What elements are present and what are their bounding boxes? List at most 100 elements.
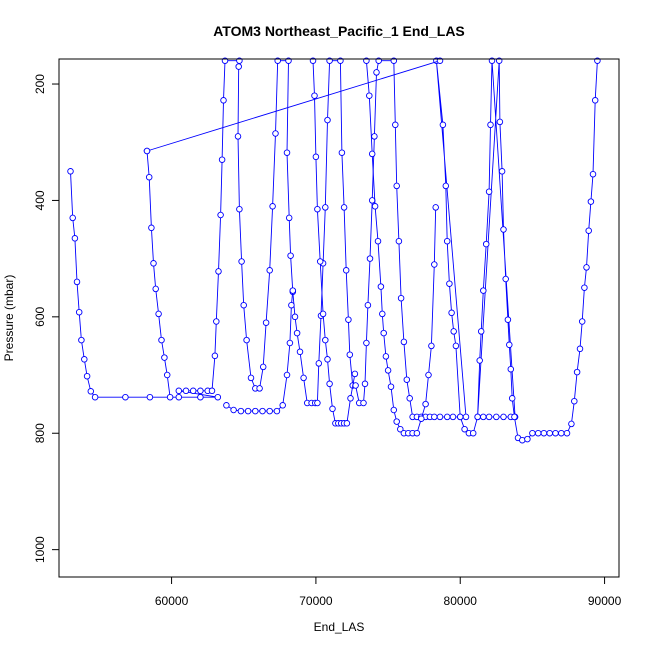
- data-point: [534, 429, 542, 437]
- data-point: [482, 240, 490, 248]
- data-point: [266, 267, 273, 274]
- data-point: [166, 393, 174, 401]
- data-point: [315, 360, 323, 367]
- y-axis: 200 400 600 800 1000: [33, 74, 60, 563]
- data-point: [285, 214, 293, 222]
- data-point: [374, 237, 382, 245]
- data-point: [477, 328, 485, 335]
- data-point: [296, 348, 304, 356]
- data-point: [324, 116, 331, 124]
- data-point: [446, 280, 453, 287]
- data-point: [163, 371, 171, 379]
- data-point: [236, 205, 243, 213]
- data-point: [504, 316, 512, 323]
- data-point: [591, 97, 599, 104]
- data-point: [443, 413, 451, 421]
- data-point: [377, 283, 385, 290]
- series-3: [223, 287, 297, 415]
- data-point: [431, 413, 438, 421]
- data-point: [81, 356, 88, 363]
- data-point: [442, 182, 450, 190]
- data-point: [456, 413, 464, 421]
- data-point: [373, 69, 380, 76]
- y-tick-label: 1000: [33, 536, 47, 563]
- data-point: [223, 402, 230, 409]
- data-point: [273, 407, 281, 415]
- data-point: [493, 413, 500, 421]
- data-point: [324, 356, 331, 363]
- y-axis-label: Pressure (mbar): [2, 275, 16, 362]
- x-tick-label: 60000: [155, 594, 189, 608]
- data-point: [511, 413, 518, 421]
- data-point: [431, 261, 438, 268]
- data-point: [393, 182, 400, 190]
- data-point: [291, 313, 299, 321]
- data-point: [508, 395, 516, 402]
- data-point: [235, 63, 242, 70]
- data-point: [581, 284, 588, 291]
- data-point: [573, 368, 581, 376]
- data-point: [380, 329, 387, 337]
- data-point: [418, 415, 425, 422]
- data-point: [71, 235, 79, 242]
- data-point: [146, 393, 154, 401]
- data-point: [368, 150, 376, 158]
- data-point: [289, 287, 297, 294]
- data-point: [247, 374, 255, 382]
- data-point: [279, 402, 286, 409]
- y-tick-label: 600: [33, 307, 47, 327]
- data-point: [326, 380, 333, 388]
- x-tick-label: 80000: [444, 594, 478, 608]
- data-point: [529, 429, 536, 437]
- data-point: [256, 385, 263, 392]
- data-point: [500, 413, 507, 421]
- series-4: [309, 57, 359, 427]
- data-point: [351, 370, 359, 378]
- data-point: [272, 130, 279, 137]
- data-point: [393, 418, 400, 425]
- data-point: [474, 413, 481, 421]
- data-point: [387, 383, 395, 390]
- data-point: [208, 387, 216, 395]
- data-point: [175, 393, 183, 401]
- data-point: [122, 393, 129, 401]
- data-point: [360, 399, 367, 407]
- data-point: [213, 318, 220, 325]
- data-point: [589, 170, 597, 178]
- data-point: [220, 97, 227, 104]
- data-point: [519, 436, 526, 444]
- data-point: [452, 342, 460, 350]
- y-tick-label: 800: [33, 423, 47, 443]
- data-point: [413, 429, 421, 437]
- data-point: [230, 406, 237, 414]
- data-point: [342, 267, 350, 274]
- data-point: [568, 420, 575, 428]
- data-point: [432, 204, 439, 211]
- data-point: [485, 188, 493, 195]
- data-point: [390, 406, 398, 414]
- series-0: [67, 57, 601, 444]
- data-point: [211, 352, 219, 360]
- data-point: [182, 387, 190, 395]
- data-point: [83, 372, 91, 380]
- data-point: [161, 354, 168, 361]
- data-point: [480, 413, 487, 421]
- data-point: [461, 425, 468, 433]
- data-point: [500, 226, 507, 233]
- data-point: [558, 429, 565, 437]
- series-5: [363, 57, 439, 437]
- data-point: [422, 400, 429, 408]
- data-point: [361, 380, 369, 388]
- data-point: [506, 341, 513, 349]
- x-tick-label: 90000: [588, 594, 622, 608]
- data-point: [496, 118, 504, 126]
- data-point: [69, 214, 76, 222]
- data-point: [436, 413, 444, 421]
- data-point: [150, 260, 157, 267]
- data-point: [480, 287, 487, 294]
- data-point: [218, 156, 226, 163]
- data-point: [143, 147, 151, 155]
- data-point: [288, 301, 295, 309]
- data-point: [217, 211, 224, 219]
